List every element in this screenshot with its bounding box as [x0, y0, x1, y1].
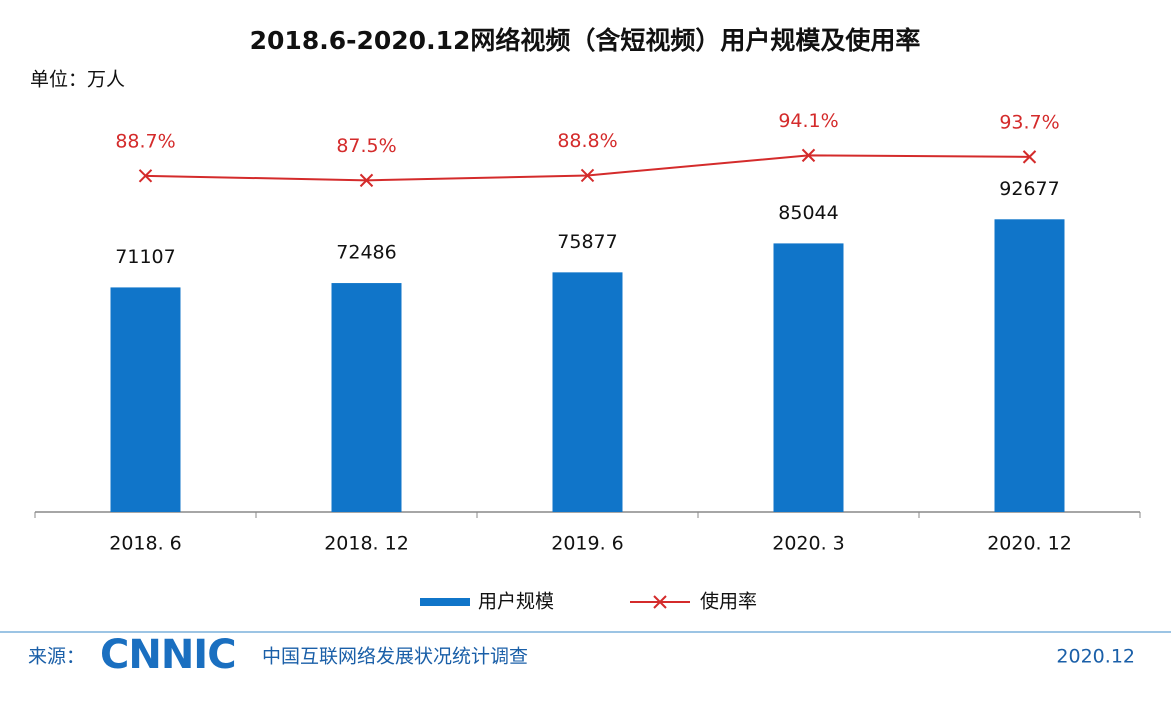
bar-value-label: 85044 — [778, 202, 838, 224]
legend-marker — [653, 595, 667, 609]
source-label: 来源： — [28, 646, 85, 668]
x-tick-label: 2018. 12 — [324, 533, 409, 555]
bar-value-label: 71107 — [115, 246, 175, 268]
legend-label: 用户规模 — [478, 591, 554, 613]
legend-label: 使用率 — [700, 591, 757, 613]
line-value-label: 94.1% — [778, 110, 838, 132]
bar — [110, 287, 181, 512]
bar — [994, 219, 1065, 512]
line-marker — [138, 169, 153, 183]
date: 2020.12 — [1056, 646, 1135, 668]
legend-swatch — [420, 598, 470, 606]
bar — [773, 243, 844, 512]
line-marker — [580, 168, 595, 183]
unit-label: 单位：万人 — [30, 69, 125, 91]
x-tick-label: 2020. 3 — [772, 533, 845, 555]
logo: CNNIC — [100, 632, 236, 678]
line-value-label: 87.5% — [336, 135, 396, 157]
line-marker — [1022, 150, 1037, 164]
source: 中国互联网络发展状况统计调查 — [262, 646, 528, 668]
line-value-label: 88.8% — [557, 130, 617, 152]
line-marker — [801, 148, 816, 163]
chart-title: 2018.6-2020.12网络视频（含短视频）用户规模及使用率 — [250, 26, 921, 55]
bar — [331, 283, 402, 512]
x-tick-label: 2020. 12 — [987, 533, 1072, 555]
line-value-label: 93.7% — [999, 111, 1059, 133]
bar — [552, 272, 623, 512]
bar-value-label: 72486 — [336, 242, 396, 264]
x-tick-label: 2018. 6 — [109, 533, 182, 555]
x-tick-label: 2019. 6 — [551, 533, 624, 555]
line-marker — [359, 173, 374, 188]
line-value-label: 88.7% — [115, 130, 175, 152]
bar-value-label: 92677 — [999, 178, 1059, 200]
bar-value-label: 75877 — [557, 231, 617, 253]
